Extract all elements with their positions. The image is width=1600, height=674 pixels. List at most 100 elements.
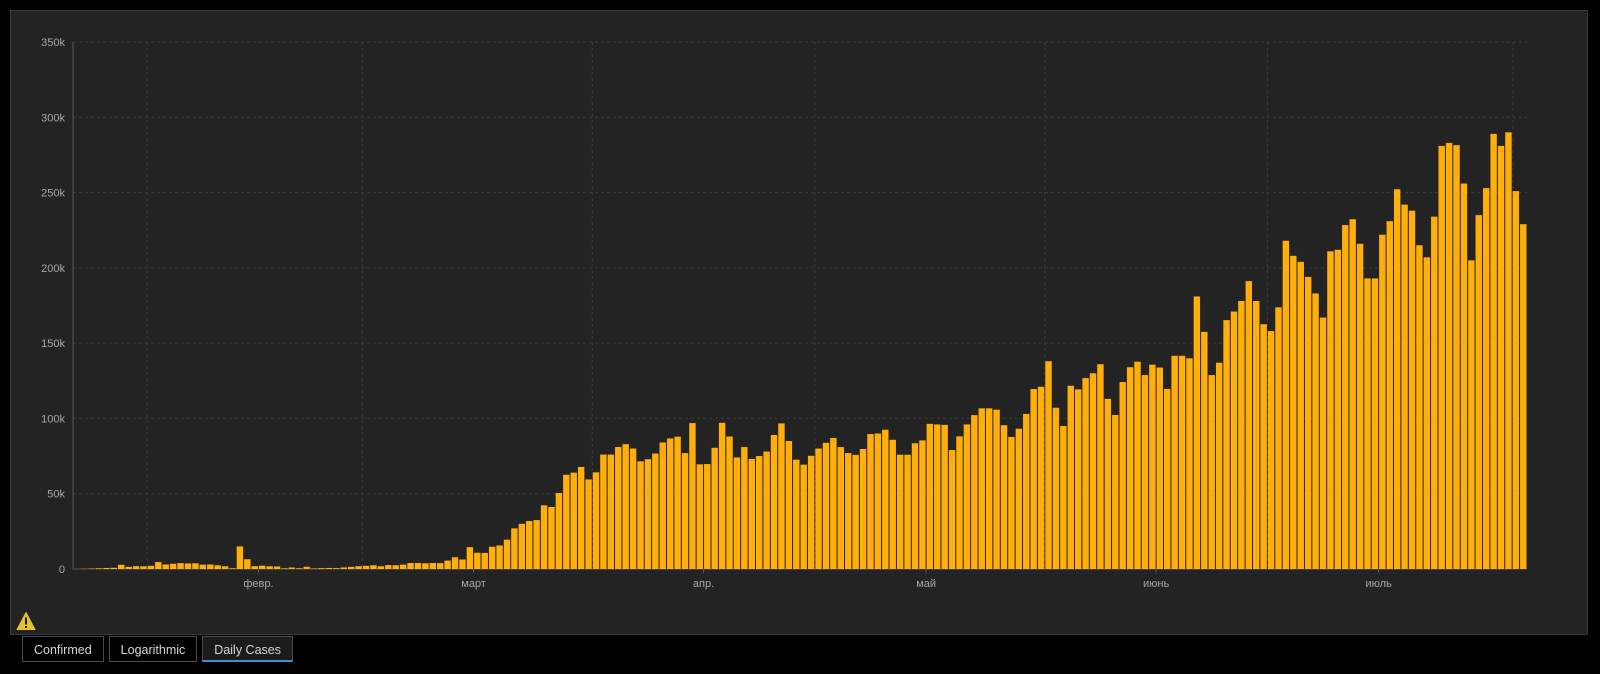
bar (1401, 204, 1408, 569)
y-tick-label: 0 (59, 564, 65, 576)
bar (162, 564, 169, 569)
bar (281, 568, 288, 569)
bar (548, 506, 555, 569)
bar (1215, 362, 1223, 569)
bar (1149, 364, 1156, 569)
bar (874, 433, 882, 569)
bar (778, 423, 785, 569)
tab-confirmed[interactable]: Confirmed (22, 636, 104, 662)
bar (1089, 373, 1097, 569)
bar (1297, 261, 1304, 569)
bar (518, 523, 526, 569)
bar (303, 566, 310, 569)
daily-cases-chart: 0 50k 100k 150k 200k 250k 300k 350k февр. март апр… (41, 37, 1527, 590)
bar (985, 408, 993, 569)
x-tick-label: февр. (243, 578, 273, 590)
bar (629, 448, 637, 569)
bar (1023, 413, 1030, 569)
bar (1082, 378, 1089, 569)
bar (1379, 234, 1386, 570)
bar (1134, 361, 1141, 569)
bar (1475, 215, 1482, 569)
bar (889, 439, 896, 569)
y-tick-label: 250k (41, 188, 65, 200)
bar (696, 464, 704, 569)
bar (533, 520, 540, 569)
bar (459, 559, 466, 569)
y-tick-label: 50k (47, 489, 65, 501)
bar (600, 454, 607, 569)
grid-lines (73, 41, 1527, 569)
bar (577, 466, 585, 569)
bar (370, 565, 377, 569)
bar (689, 423, 696, 569)
bar (704, 464, 711, 569)
bar (414, 562, 422, 569)
bar (1393, 189, 1401, 569)
bar (258, 565, 266, 569)
bar (1119, 381, 1126, 569)
bar (585, 479, 592, 569)
y-tick-label: 150k (41, 338, 65, 350)
y-tick-label: 100k (41, 413, 65, 425)
bar (392, 565, 399, 569)
bar (1349, 219, 1356, 569)
view-tabs: Confirmed Logarithmic Daily Cases (22, 636, 293, 662)
bar (451, 557, 459, 569)
bar (1334, 249, 1342, 570)
bar (755, 456, 763, 569)
bar (1497, 145, 1505, 569)
bar (948, 450, 956, 569)
bar (362, 565, 370, 569)
bar (770, 434, 778, 569)
bar (911, 443, 919, 569)
bar (1282, 240, 1290, 569)
bar (95, 568, 103, 569)
bar (296, 568, 303, 569)
bar (429, 562, 436, 569)
bar (1408, 210, 1416, 569)
x-tick-label: апр. (693, 578, 714, 590)
tab-daily-cases[interactable]: Daily Cases (202, 636, 293, 662)
bar (125, 566, 132, 569)
bar (904, 454, 911, 569)
bar (1171, 355, 1178, 569)
bar (1260, 324, 1267, 569)
bar (1319, 317, 1327, 569)
bar (1208, 375, 1215, 569)
tab-logarithmic[interactable]: Logarithmic (108, 636, 198, 662)
bar (347, 566, 355, 569)
tick-labels: 0 50k 100k 150k 200k 250k 300k 350k февр. март апр… (41, 37, 1392, 590)
bar (1126, 367, 1134, 569)
bar (1356, 243, 1364, 569)
bar (1453, 145, 1460, 569)
bar (563, 474, 570, 569)
bar (1327, 251, 1334, 570)
bar (785, 441, 793, 569)
bar (103, 567, 110, 569)
bar (214, 565, 221, 569)
bar (793, 459, 800, 569)
bar (236, 546, 244, 569)
bar (1104, 398, 1112, 569)
bar (1045, 361, 1052, 569)
bar (1052, 407, 1060, 569)
bar (956, 436, 963, 569)
x-tick-label: май (916, 578, 936, 590)
bar (1253, 300, 1260, 569)
bar (1482, 188, 1490, 570)
bar (325, 567, 333, 569)
bar (184, 563, 192, 569)
bar (385, 565, 392, 569)
bar (199, 564, 207, 569)
bar (466, 547, 474, 569)
bar (659, 442, 666, 569)
bar (1275, 307, 1282, 569)
bar (1238, 300, 1245, 569)
bar (837, 447, 845, 569)
bar (993, 409, 1000, 569)
bar (251, 566, 258, 569)
warning-triangle-icon[interactable] (16, 611, 36, 631)
bar (807, 455, 815, 569)
bar (540, 505, 548, 569)
